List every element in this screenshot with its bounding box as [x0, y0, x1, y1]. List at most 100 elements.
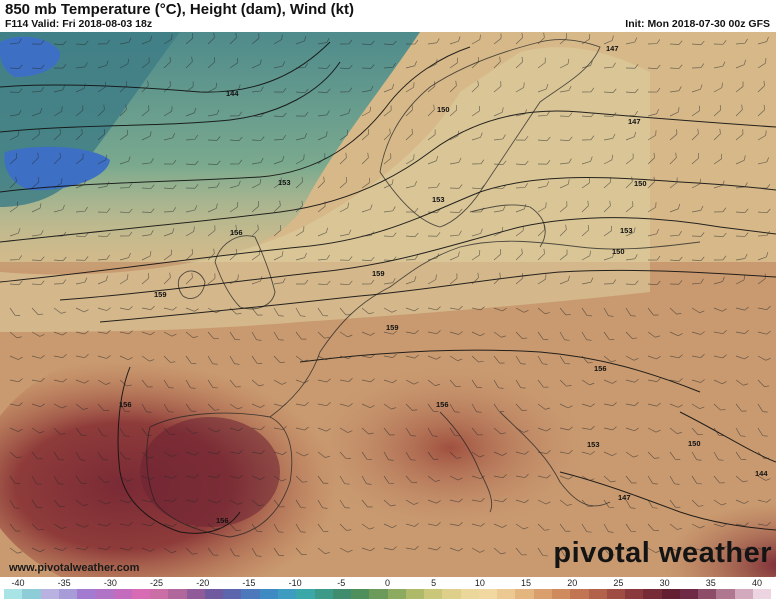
wind-barb	[405, 475, 418, 484]
wind-barb	[163, 106, 173, 117]
wind-barb	[229, 180, 241, 189]
wind-barb	[339, 280, 353, 286]
wind-barb	[625, 499, 636, 509]
wind-barb	[141, 251, 152, 261]
wind-barb	[581, 34, 591, 45]
wind-barb	[119, 427, 130, 437]
wind-barb	[383, 427, 395, 436]
wind-barb	[603, 499, 615, 509]
colorbar-swatch	[424, 589, 443, 599]
wind-barb	[625, 401, 639, 406]
wind-barb	[251, 178, 262, 189]
wind-barb	[757, 231, 771, 237]
wind-barb	[207, 109, 220, 117]
wind-barb	[229, 379, 241, 388]
wind-barb	[119, 58, 130, 69]
wind-barb	[383, 499, 396, 507]
wind-barb	[669, 475, 680, 485]
wind-barb	[53, 403, 67, 409]
wind-barb	[405, 207, 419, 213]
wind-barb	[31, 475, 42, 485]
wind-barb	[537, 523, 550, 531]
wind-barb	[31, 39, 45, 45]
wind-barb	[559, 426, 573, 431]
wind-barb	[647, 451, 660, 459]
wind-barb	[581, 307, 592, 317]
colorbar-tick: -10	[288, 578, 302, 588]
wind-barb	[515, 203, 527, 213]
weather-map[interactable]: 144 147 147 150 150 150 153 153 153 156 …	[0, 32, 776, 577]
colorbar-swatch	[168, 589, 187, 599]
wind-barb	[647, 109, 659, 117]
wind-barb	[581, 547, 592, 557]
wind-barb	[185, 355, 197, 364]
wind-barb	[295, 401, 309, 406]
wind-barb	[603, 177, 612, 189]
wind-barb	[537, 403, 551, 410]
wind-barb	[493, 134, 506, 141]
wind-barb	[75, 403, 89, 410]
wind-barb	[713, 379, 727, 385]
wind-barb	[581, 355, 593, 364]
colorbar-swatch	[497, 589, 516, 599]
wind-barb	[163, 427, 176, 436]
wind-barb	[163, 331, 177, 337]
wind-barb	[691, 40, 705, 46]
wind-barb	[361, 279, 375, 285]
wind-barb	[229, 449, 243, 454]
wind-barb	[449, 331, 463, 335]
wind-barb	[405, 255, 419, 261]
wind-barb	[361, 204, 373, 213]
wind-barb	[449, 184, 463, 189]
wind-barb	[691, 278, 704, 285]
contour-label: 159	[372, 269, 385, 278]
wind-barb	[471, 207, 485, 213]
wind-barb	[405, 307, 419, 312]
wind-barb	[493, 249, 502, 261]
wind-barb	[559, 331, 570, 341]
wind-barb	[251, 403, 265, 408]
wind-barb	[669, 256, 683, 262]
wind-barb	[75, 105, 84, 117]
colorbar-swatch	[241, 589, 260, 599]
colorbar-swatch	[716, 589, 735, 599]
wind-barb	[53, 231, 67, 237]
wind-barb	[669, 331, 683, 337]
wind-barb	[9, 255, 23, 261]
wind-barb	[493, 403, 505, 412]
wind-barb	[361, 307, 374, 315]
wind-barb	[31, 64, 45, 70]
wind-barb	[141, 547, 155, 552]
wind-barb	[31, 451, 43, 460]
wind-barb	[669, 547, 683, 552]
wind-barb	[537, 427, 551, 432]
wind-barb	[757, 451, 770, 459]
wind-barb	[691, 403, 705, 410]
wind-barb	[559, 547, 570, 557]
wind-barb	[9, 109, 22, 117]
wind-barb	[9, 331, 22, 339]
wind-barb	[317, 88, 331, 93]
wind-barb	[339, 176, 348, 189]
wind-barb	[141, 427, 153, 437]
wind-barb	[471, 451, 485, 458]
wind-barb	[427, 522, 441, 527]
wind-barb	[273, 135, 287, 141]
wind-barb	[163, 355, 176, 363]
wind-barb	[295, 176, 303, 189]
wind-barb	[383, 232, 397, 237]
wind-barb	[251, 307, 263, 316]
contour-label: 153	[432, 195, 445, 204]
wind-barb	[185, 107, 197, 117]
wind-barb	[757, 427, 768, 437]
wind-barb	[427, 182, 440, 189]
colorbar-swatch	[387, 589, 406, 599]
wind-barb	[669, 403, 683, 408]
wind-barb	[207, 427, 221, 433]
wind-barb	[669, 378, 683, 383]
wind-barb	[537, 84, 549, 93]
wind-barb	[515, 183, 529, 189]
wind-barb	[185, 248, 193, 261]
wind-barb	[207, 547, 219, 556]
wind-barb	[229, 248, 237, 261]
